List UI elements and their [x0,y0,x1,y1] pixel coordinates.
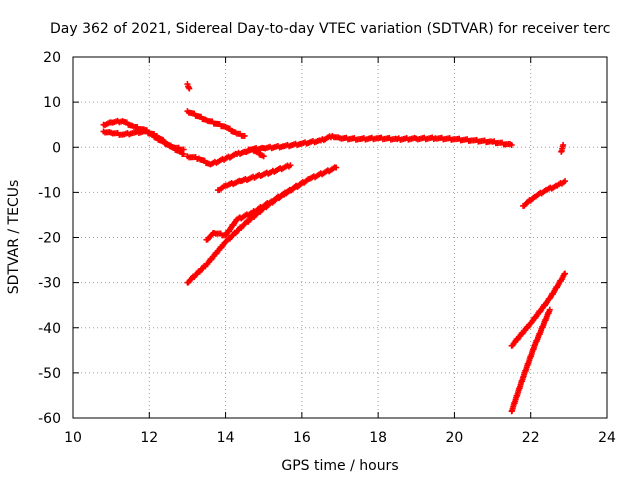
x-tick-labels: 10 12 14 16 18 20 22 24 [64,430,616,446]
x-tick-label: 16 [293,430,311,446]
y-tick-label: -50 [38,366,61,382]
y-tick-label: -20 [38,231,61,247]
y-axis-title: SDTVAR / TECUs [6,180,22,295]
x-tick-label: 10 [64,430,82,446]
y-tick-label: 0 [52,140,61,156]
x-axis-title: GPS time / hours [281,458,398,474]
x-tick-label: 20 [446,430,464,446]
plot-frame [72,56,608,419]
data-point [560,141,567,148]
data-point [562,178,569,185]
data-point [298,180,305,187]
data-point [241,132,248,139]
data-points [100,81,569,415]
data-point [180,146,187,153]
x-tick-label: 14 [217,430,235,446]
y-tick-labels: -60 -50 -40 -30 -20 -10 0 10 20 [38,50,61,427]
y-tick-label: 20 [43,50,61,66]
data-point [260,153,267,160]
y-tick-label: -30 [38,276,61,292]
data-point [508,141,515,148]
x-tick-label: 12 [140,430,158,446]
y-tick-label: -10 [38,185,61,201]
data-point [546,306,553,313]
y-tick-label: -40 [38,321,61,337]
chart-title: Day 362 of 2021, Sidereal Day-to-day VTE… [50,21,610,37]
x-tick-label: 22 [522,430,540,446]
data-point [186,85,193,92]
data-point [333,164,340,171]
data-point [562,270,569,277]
y-tick-label: 10 [43,95,61,111]
x-tick-label: 18 [369,430,387,446]
data-point [287,162,294,169]
x-tick-label: 24 [598,430,616,446]
grid-lines [73,57,607,418]
y-tick-label: -60 [38,411,61,427]
